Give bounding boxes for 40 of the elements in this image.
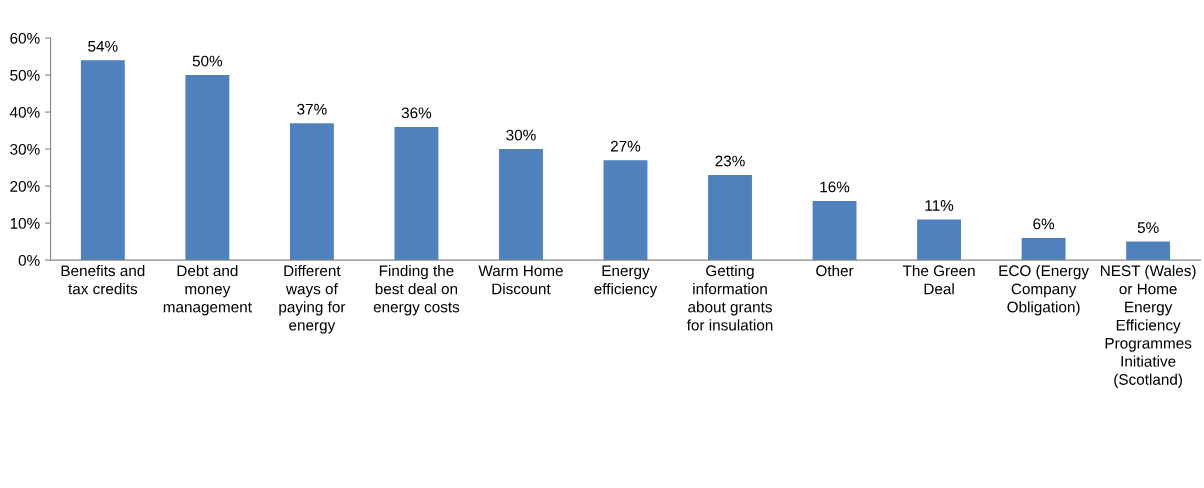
bar (1126, 241, 1171, 261)
x-tick-label: The Green Deal (902, 264, 975, 295)
data-label: 16% (820, 181, 850, 193)
x-tick-label: NEST (Wales) or Home Energy Efficiency Programmes Initiative (Scotland) (1100, 264, 1196, 388)
data-label: 37% (297, 103, 327, 115)
x-tick-label: Warm Home Discount (478, 265, 563, 295)
data-label: 27% (610, 140, 641, 152)
y-tick-label: 40% (9, 106, 40, 118)
bar (603, 160, 648, 261)
bar (394, 126, 439, 261)
bar (1021, 237, 1066, 261)
data-label: 6% (1033, 218, 1055, 230)
y-tick-label: 0% (18, 254, 40, 266)
data-label: 5% (1137, 222, 1159, 234)
x-tick-label: Energy efficiency (594, 265, 658, 298)
y-tick-label: 10% (10, 217, 40, 229)
x-tick-label: Different ways of paying for energy (279, 264, 346, 334)
x-tick-label: Debt and money management (163, 264, 252, 316)
x-tick-label: ECO (Energy Company Obligation) (999, 264, 1089, 316)
y-tick-label: 20% (10, 180, 40, 192)
bar (80, 60, 125, 261)
data-label: 36% (401, 107, 432, 119)
x-tick-label: Other (816, 264, 854, 277)
bar (289, 123, 334, 261)
bar (708, 174, 752, 261)
bar (917, 219, 962, 261)
data-label: 30% (506, 129, 536, 141)
y-tick-label: 50% (10, 69, 40, 81)
bar (812, 200, 857, 261)
data-label: 54% (88, 40, 118, 52)
y-tick-label: 60% (10, 32, 40, 44)
bar (185, 75, 230, 261)
data-label: 11% (925, 200, 954, 211)
data-label: 50% (192, 55, 223, 67)
bar (499, 149, 543, 261)
x-tick-label: Benefits and tax credits (61, 264, 145, 295)
x-tick-label: Getting information about grants for insulation (686, 264, 773, 331)
y-tick-label: 30% (10, 143, 40, 155)
data-label: 23% (715, 155, 745, 167)
x-tick-label: Finding the best deal on energy costs (373, 264, 460, 316)
